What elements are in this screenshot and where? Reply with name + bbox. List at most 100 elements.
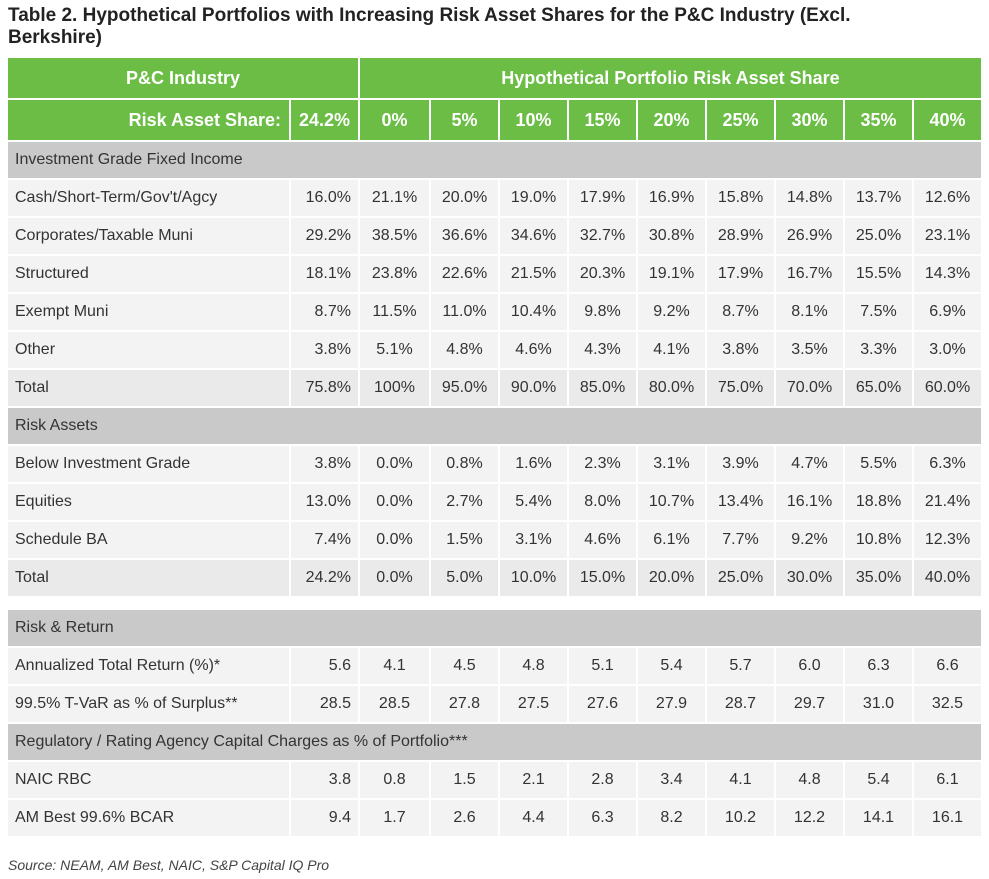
portfolio-value: 2.8 xyxy=(568,761,638,800)
portfolio-value: 4.4 xyxy=(499,799,569,838)
header-row-titles: P&C Industry Hypothetical Portfolio Risk … xyxy=(8,58,983,100)
industry-value: 7.4% xyxy=(290,521,360,560)
row-label: NAIC RBC xyxy=(8,761,291,800)
portfolio-value: 25.0% xyxy=(706,559,776,598)
portfolio-value: 16.9% xyxy=(637,179,707,218)
portfolio-value: 65.0% xyxy=(844,369,914,408)
portfolio-value: 27.8 xyxy=(430,685,500,724)
industry-value: 5.6 xyxy=(290,647,360,686)
industry-value: 75.8% xyxy=(290,369,360,408)
portfolio-value: 12.2 xyxy=(775,799,845,838)
portfolio-value: 5.4 xyxy=(844,761,914,800)
row-label: Corporates/Taxable Muni xyxy=(8,217,291,256)
portfolio-value: 15.8% xyxy=(706,179,776,218)
portfolio-value: 2.7% xyxy=(430,483,500,522)
table-row: Cash/Short-Term/Gov't/Agcy 16.0% 21.1% 20.0… xyxy=(8,179,983,218)
portfolio-value: 3.9% xyxy=(706,445,776,484)
portfolio-value: 2.6 xyxy=(430,799,500,838)
portfolio-value: 15.5% xyxy=(844,255,914,294)
portfolio-value: 0.0% xyxy=(359,445,431,484)
portfolio-value: 31.0 xyxy=(844,685,914,724)
table-title: Table 2. Hypothetical Portfolios with In… xyxy=(8,5,851,48)
portfolio-value: 27.9 xyxy=(637,685,707,724)
portfolio-value: 3.5% xyxy=(775,331,845,370)
portfolio-value: 6.1 xyxy=(913,761,983,800)
spacer-cell xyxy=(8,597,982,610)
industry-value: 29.2% xyxy=(290,217,360,256)
portfolio-value: 10.8% xyxy=(844,521,914,560)
portfolio-value: 12.6% xyxy=(913,179,983,218)
portfolio-value: 12.3% xyxy=(913,521,983,560)
portfolio-value: 19.1% xyxy=(637,255,707,294)
portfolio-value: 5.0% xyxy=(430,559,500,598)
row-label: Cash/Short-Term/Gov't/Agcy xyxy=(8,179,291,218)
portfolio-value: 10.4% xyxy=(499,293,569,332)
portfolio-value: 0.0% xyxy=(359,559,431,598)
portfolio-value: 7.5% xyxy=(844,293,914,332)
row-label: Other xyxy=(8,331,291,370)
portfolio-value: 0.0% xyxy=(359,483,431,522)
portfolio-value: 8.2 xyxy=(637,799,707,838)
row-label: 99.5% T-VaR as % of Surplus** xyxy=(8,685,291,724)
share-header: 40% xyxy=(913,99,983,142)
portfolio-value: 4.1% xyxy=(637,331,707,370)
portfolio-value: 1.5 xyxy=(430,761,500,800)
row-label: Exempt Muni xyxy=(8,293,291,332)
row-label: Annualized Total Return (%)* xyxy=(8,647,291,686)
portfolio-value: 4.7% xyxy=(775,445,845,484)
portfolio-value: 30.0% xyxy=(775,559,845,598)
portfolio-value: 20.0% xyxy=(430,179,500,218)
portfolio-value: 5.4% xyxy=(499,483,569,522)
portfolio-value: 26.9% xyxy=(775,217,845,256)
industry-value: 3.8 xyxy=(290,761,360,800)
table-row: Structured 18.1% 23.8% 22.6% 21.5% 20.3% 19.1%… xyxy=(8,255,983,294)
row-label: Equities xyxy=(8,483,291,522)
portfolio-value: 21.5% xyxy=(499,255,569,294)
portfolio-value: 11.5% xyxy=(359,293,431,332)
portfolio-value: 8.1% xyxy=(775,293,845,332)
portfolio-value: 75.0% xyxy=(706,369,776,408)
portfolio-value: 6.3 xyxy=(844,647,914,686)
row-label: Total xyxy=(8,369,291,408)
table-body: P&C Industry Hypothetical Portfolio Risk … xyxy=(8,58,983,838)
portfolio-value: 29.7 xyxy=(775,685,845,724)
portfolio-value: 1.5% xyxy=(430,521,500,560)
portfolio-value: 5.1 xyxy=(568,647,638,686)
share-header: 35% xyxy=(844,99,914,142)
portfolio-value: 28.5 xyxy=(359,685,431,724)
table-row: Schedule BA 7.4% 0.0% 1.5% 3.1% 4.6% 6.1% 7.7% 9… xyxy=(8,521,983,560)
section-title: Risk & Return xyxy=(8,610,983,648)
section-spacer xyxy=(8,597,982,610)
portfolio-value: 17.9% xyxy=(706,255,776,294)
portfolio-value: 5.4 xyxy=(637,647,707,686)
portfolio-value: 2.3% xyxy=(568,445,638,484)
industry-value: 9.4 xyxy=(290,799,360,838)
portfolio-value: 8.7% xyxy=(706,293,776,332)
portfolio-value: 4.3% xyxy=(568,331,638,370)
table-row: Below Investment Grade 3.8% 0.0% 0.8% 1.6% 2.… xyxy=(8,445,983,484)
table-row: AM Best 99.6% BCAR 9.4 1.7 2.6 4.4 6.3 8.2 10.2… xyxy=(8,799,983,838)
portfolio-value: 2.1 xyxy=(499,761,569,800)
risk-asset-share-label: Risk Asset Share: xyxy=(8,99,291,142)
portfolio-value: 40.0% xyxy=(913,559,983,598)
portfolio-table: P&C Industry Hypothetical Portfolio Risk … xyxy=(8,58,983,838)
portfolio-value: 90.0% xyxy=(499,369,569,408)
share-header: 30% xyxy=(775,99,845,142)
portfolio-value: 16.1% xyxy=(775,483,845,522)
portfolio-value: 7.7% xyxy=(706,521,776,560)
portfolio-value: 4.1 xyxy=(359,647,431,686)
portfolio-value: 14.3% xyxy=(913,255,983,294)
portfolio-value: 4.5 xyxy=(430,647,500,686)
row-label: Below Investment Grade xyxy=(8,445,291,484)
industry-value: 3.8% xyxy=(290,331,360,370)
industry-value: 3.8% xyxy=(290,445,360,484)
industry-value: 16.0% xyxy=(290,179,360,218)
table-row: NAIC RBC 3.8 0.8 1.5 2.1 2.8 3.4 4.1 4.8 5.4 6.1 xyxy=(8,761,983,800)
portfolio-value: 17.9% xyxy=(568,179,638,218)
table-row: Corporates/Taxable Muni 29.2% 38.5% 36.6% 34… xyxy=(8,217,983,256)
portfolio-value: 60.0% xyxy=(913,369,983,408)
industry-value: 13.0% xyxy=(290,483,360,522)
portfolio-value: 3.4 xyxy=(637,761,707,800)
portfolio-value: 10.0% xyxy=(499,559,569,598)
portfolio-value: 3.0% xyxy=(913,331,983,370)
